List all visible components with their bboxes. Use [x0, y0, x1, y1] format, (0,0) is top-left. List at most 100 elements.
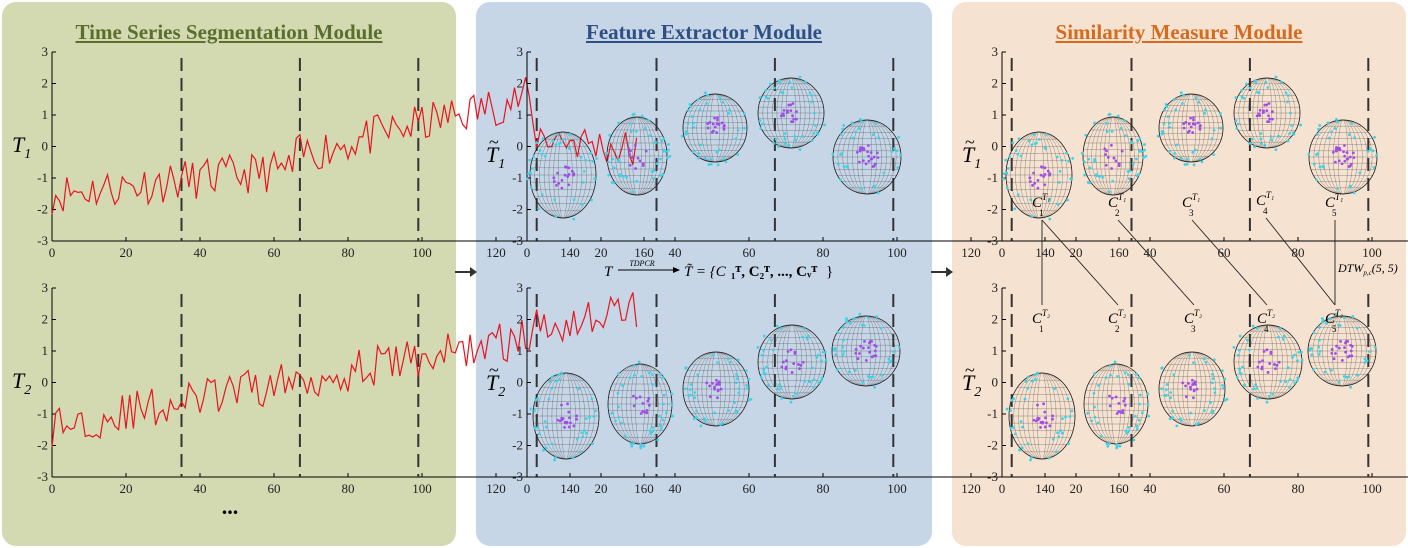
dtw-alignment-line — [1265, 217, 1336, 306]
x-tick-label: 20 — [120, 481, 133, 496]
x-tick-label: 100 — [1362, 481, 1382, 496]
x-tick-label: 60 — [1218, 245, 1231, 260]
y-tick-label: -3 — [987, 469, 998, 484]
x-tick-label: 0 — [49, 481, 56, 496]
series-t1-tilde-label: T1 — [486, 142, 505, 172]
x-tick-label: 120 — [486, 245, 506, 260]
y-tick-label: -2 — [987, 438, 998, 453]
cluster-sphere — [604, 112, 672, 196]
cluster-label-t2: CT₂ — [1108, 308, 1126, 327]
cluster-index: 2 — [1115, 208, 1120, 218]
x-tick-label: 100 — [1362, 245, 1382, 260]
x-tick-label: 0 — [524, 245, 531, 260]
y-tick-label: 2 — [517, 76, 524, 91]
y-tick-label: 1 — [517, 343, 524, 358]
y-tick-label: 3 — [992, 280, 999, 295]
cluster-sphere — [607, 360, 674, 450]
y-tick-label: 1 — [517, 107, 524, 122]
cluster-sphere — [831, 118, 903, 195]
x-tick-label: 0 — [999, 245, 1006, 260]
cluster-label-t1: CT₁ — [1325, 192, 1343, 211]
dtw-alignment-line — [1191, 219, 1268, 306]
cluster-sphere — [831, 312, 901, 389]
x-tick-label: 100 — [887, 245, 907, 260]
y-tick-label: -3 — [37, 469, 48, 484]
segmentation-module-title: Time Series Segmentation Module — [75, 20, 383, 44]
cluster-sphere — [1083, 360, 1150, 450]
tilde-mark: ~ — [965, 132, 975, 152]
feature-extractor-module-title: Feature Extractor Module — [586, 20, 822, 44]
tilde-mark: ~ — [489, 360, 499, 380]
x-tick-label: 60 — [743, 245, 756, 260]
y-tick-label: 2 — [517, 312, 524, 327]
cluster-index: 5 — [1332, 208, 1337, 218]
cluster-label-t1: CT₁ — [1108, 192, 1126, 211]
cluster-sphere — [1005, 371, 1076, 462]
x-tick-label: 0 — [49, 245, 56, 260]
y-tick-label: -1 — [512, 406, 523, 421]
x-tick-label: 60 — [268, 245, 281, 260]
series-t2-line — [51, 292, 638, 448]
cluster-index: 4 — [1263, 206, 1268, 216]
y-tick-label: 3 — [517, 44, 524, 59]
formula-lhs: T — [604, 264, 614, 280]
x-tick-label: 80 — [1292, 245, 1305, 260]
tdpcr-formula: T TDPCR T̃ = {C ₁ᵀ, C₂ᵀ, ..., Cᵥᵀ } — [604, 259, 833, 280]
x-tick-label: 120 — [961, 481, 981, 496]
x-tick-label: 40 — [1144, 245, 1157, 260]
x-tick-label: 160 — [1109, 481, 1129, 496]
x-tick-label: 60 — [743, 481, 756, 496]
cluster-index: 2 — [1115, 324, 1120, 334]
cluster-sphere — [1232, 324, 1304, 404]
cluster-sphere — [1158, 351, 1229, 428]
y-tick-label: -1 — [987, 406, 998, 421]
y-tick-label: 2 — [992, 312, 999, 327]
dtw-alignment-line — [1117, 219, 1195, 306]
y-tick-label: 3 — [42, 280, 49, 295]
y-tick-label: 3 — [42, 44, 49, 59]
cluster-label-t1: CT₁ — [1032, 192, 1050, 211]
cluster-sphere — [529, 371, 600, 462]
x-tick-label: 20 — [595, 245, 608, 260]
cluster-sphere — [525, 131, 599, 221]
y-tick-label: -3 — [37, 233, 48, 248]
y-tick-label: -2 — [37, 202, 48, 217]
y-tick-label: 0 — [517, 375, 524, 390]
x-tick-label: 140 — [1035, 245, 1055, 260]
cluster-label-t1: CT₁ — [1182, 192, 1200, 211]
x-tick-label: 20 — [120, 245, 133, 260]
series-t2-label: T2 — [12, 368, 31, 398]
segmentation-module-panel: Time Series Segmentation Module — [2, 2, 456, 546]
cluster-sphere — [1307, 118, 1379, 195]
x-tick-label: 160 — [634, 245, 654, 260]
y-tick-label: 0 — [42, 139, 49, 154]
x-tick-label: 80 — [342, 481, 355, 496]
x-tick-label: 20 — [1070, 245, 1083, 260]
cluster-label-t2: CT₂ — [1257, 308, 1275, 327]
cluster-sphere — [1080, 112, 1148, 196]
ellipsis-text: ... — [222, 494, 239, 519]
y-tick-label: 0 — [517, 139, 524, 154]
svg-text:₁ᵀ, C₂ᵀ, ..., Cᵥᵀ: ₁ᵀ, C₂ᵀ, ..., Cᵥᵀ — [731, 264, 817, 280]
dtw-alignment-line — [1041, 219, 1119, 306]
x-tick-label: 100 — [887, 481, 907, 496]
cluster-sphere — [1233, 75, 1302, 152]
cluster-sphere — [1001, 131, 1075, 221]
cluster-label-t2: CT₂ — [1184, 308, 1202, 327]
y-tick-label: -1 — [37, 170, 48, 185]
x-tick-label: 40 — [194, 245, 207, 260]
cluster-label-t2: CT₂ — [1032, 308, 1050, 327]
y-tick-label: -1 — [987, 170, 998, 185]
y-tick-label: -3 — [512, 233, 523, 248]
arrow-icon — [931, 267, 953, 277]
x-tick-label: 0 — [999, 481, 1006, 496]
x-tick-label: 40 — [669, 245, 682, 260]
formula-arrow-label: TDPCR — [629, 259, 654, 268]
cluster-sphere — [680, 91, 748, 167]
tilde-mark: ~ — [489, 132, 499, 152]
x-tick-label: 80 — [817, 245, 830, 260]
cluster-sphere — [1307, 312, 1377, 389]
